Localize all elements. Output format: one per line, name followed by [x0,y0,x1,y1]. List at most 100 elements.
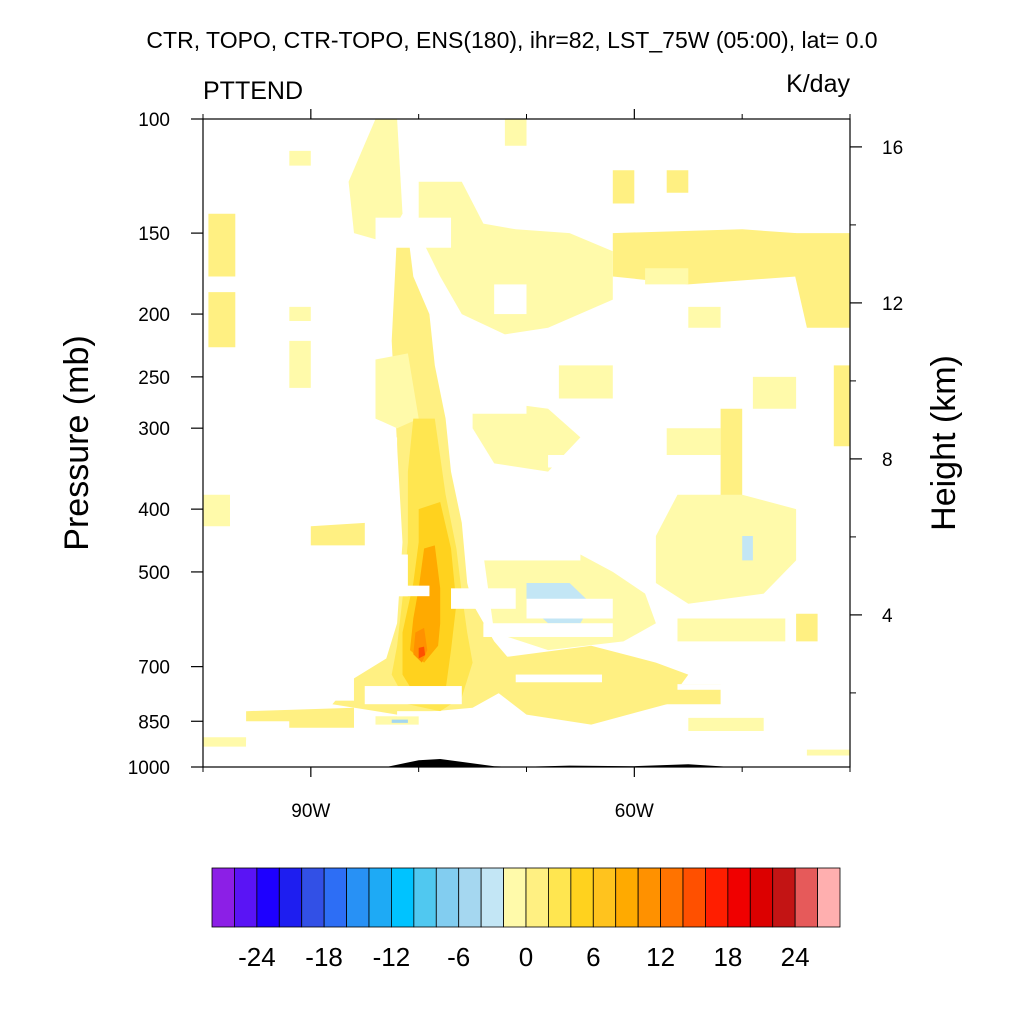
missing-data-strip-8 [451,588,516,609]
contour-region-6 [612,170,635,204]
colorbar-box-19 [637,867,661,928]
missing-data-strip-14 [515,674,602,683]
colorbar-label-4: 0 [519,942,533,972]
y-tick-label-4: 300 [138,419,170,440]
colorbar-box-25 [772,867,796,928]
colorbar-label-8: 24 [781,942,810,972]
contour-region-9 [785,233,850,328]
contour-region-26 [289,306,311,321]
contour-region-33 [203,494,230,527]
colorbar-box-13 [503,867,527,928]
colorbar-box-18 [615,867,639,928]
colorbar-box-7 [368,867,392,928]
units-label: K/day [786,70,850,98]
chart-title: CTR, TOPO, CTR-TOPO, ENS(180), ihr=82, L… [146,27,877,53]
contour-region-23 [289,150,311,166]
colorbar-box-17 [592,867,617,928]
missing-data-strip-13 [364,686,462,705]
colorbar-label-6: 12 [646,942,675,972]
missing-data-strip-9 [397,585,430,597]
missing-data-strip-12 [203,666,354,701]
colorbar-box-2 [256,867,280,928]
missing-data-strip-5 [548,454,602,468]
colorbar-box-4 [301,867,325,928]
colorbar-box-23 [727,867,751,928]
missing-data-strip-0 [375,217,452,248]
missing-data-strip-16 [397,711,484,717]
contour-region-32 [752,376,797,409]
colorbar: -24 -18 -12 -6 0 6 12 18 24 [211,867,841,972]
missing-data-strip-1 [494,284,527,315]
x-tick-label-1: 60W [615,801,654,822]
colorbar-label-5: 6 [586,942,600,972]
y-tick-label-5: 400 [138,500,170,521]
y-tick-label-8: 850 [138,712,170,733]
colorbar-box-20 [660,867,684,928]
contour-region-36 [677,618,786,642]
colorbar-box-26 [794,867,818,928]
y-tick-label-7: 700 [138,658,170,679]
missing-data-strip-3 [461,398,527,414]
contour-region-13 [796,613,818,642]
contour-region-11 [720,408,743,510]
contour-region-3 [310,522,365,546]
y2-tick-label-3: 16 [882,138,903,159]
contour-region-7 [666,170,689,193]
contour-region-42 [742,536,753,561]
variable-label: PTTEND [203,77,303,105]
contour-region-22 [504,119,527,146]
y-tick-label-3: 250 [138,368,170,389]
colorbar-box-12 [480,867,504,928]
colorbar-label-7: 18 [713,942,742,972]
colorbar-box-21 [682,867,706,928]
y-axis-label: Pressure (mb) [58,335,96,550]
missing-data-gaps [203,217,797,756]
y-tick-label-1: 150 [138,224,170,245]
y-tick-label-2: 200 [138,305,170,326]
contour-region-24 [645,268,689,285]
contour-region-38 [203,737,247,747]
contour-region-35 [655,494,797,604]
topography [386,759,732,767]
colorbar-box-10 [435,867,460,928]
terrain-profile [386,759,732,767]
contour-region-2 [208,292,236,348]
contour-region-31 [666,428,721,455]
colorbar-box-0 [211,867,235,928]
missing-data-strip-21 [504,746,592,756]
colorbar-label-2: -12 [373,942,411,972]
contour-region-19 [418,646,426,659]
contour-region-43 [391,719,408,723]
missing-data-strip-19 [612,731,721,738]
colorbar-box-14 [525,867,549,928]
y-axis-pressure: 100 150 200 250 300 400 500 700 850 1000 [128,110,203,779]
plot-area [202,118,851,768]
colorbar-box-16 [570,867,594,928]
colorbar-box-9 [413,867,437,928]
missing-data-strip-6 [472,548,581,561]
colorbar-box-15 [548,867,572,928]
colorbar-box-11 [458,867,482,928]
missing-data-strip-10 [526,598,613,619]
contour-region-40 [806,749,850,756]
contour-region-10 [833,365,850,447]
contour-region-1 [208,213,236,277]
colorbar-box-6 [346,867,370,928]
y2-tick-label-0: 4 [882,606,893,627]
colorbar-box-8 [391,867,415,928]
colorbar-box-22 [705,867,729,928]
y-tick-label-9: 1000 [128,758,170,779]
contour-region-29 [558,365,613,399]
contour-region-8 [612,229,797,285]
colorbar-box-24 [749,867,774,928]
colorbar-label-3: -6 [447,942,470,972]
y2-tick-label-2: 12 [882,294,903,315]
contour-region-37 [688,717,764,731]
contour-region-20 [348,119,403,243]
missing-data-strip-2 [451,350,505,391]
contour-region-25 [688,306,721,328]
colorbar-label-0: -24 [238,942,276,972]
contour-region-28 [289,340,311,388]
colorbar-box-3 [278,867,303,928]
